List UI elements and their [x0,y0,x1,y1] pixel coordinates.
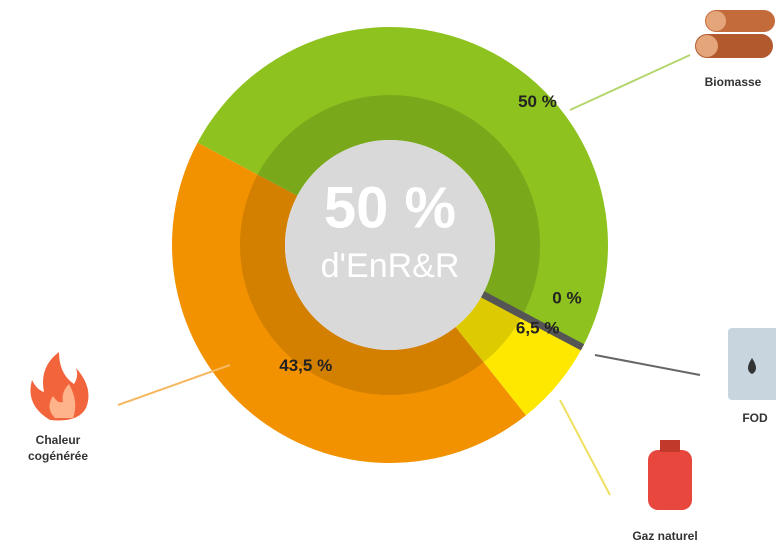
value-label: 6,5 % [516,319,559,338]
value-label: 0 % [552,289,581,308]
overlay: 50 % 0 % 6,5 % 43,5 % [279,92,585,375]
segments [172,26,609,463]
category-label: Chaleur cogénérée [27,433,89,463]
fuel-icon [728,328,776,400]
center-disc [285,140,495,350]
category-label: Gaz naturel [632,529,698,543]
center-value: 50 % [324,175,456,240]
leader-line [559,399,611,496]
gas-icon [648,440,692,510]
center-caption: d'EnR&R [321,247,460,285]
category-label: FOD [742,411,768,425]
category-label: Biomasse [704,75,762,89]
flame-icon [30,352,89,421]
leader-line [569,54,691,111]
value-label: 50 % [518,92,557,111]
inner-ring-shade [240,95,541,395]
donut-segment [481,291,585,351]
biomass-icon [695,10,775,58]
donut-segment [172,142,527,463]
donut-segment [455,294,583,416]
leader-line [117,364,231,406]
leader-line [594,354,701,376]
value-label: 43,5 % [279,356,332,375]
donut-segment [197,26,609,348]
